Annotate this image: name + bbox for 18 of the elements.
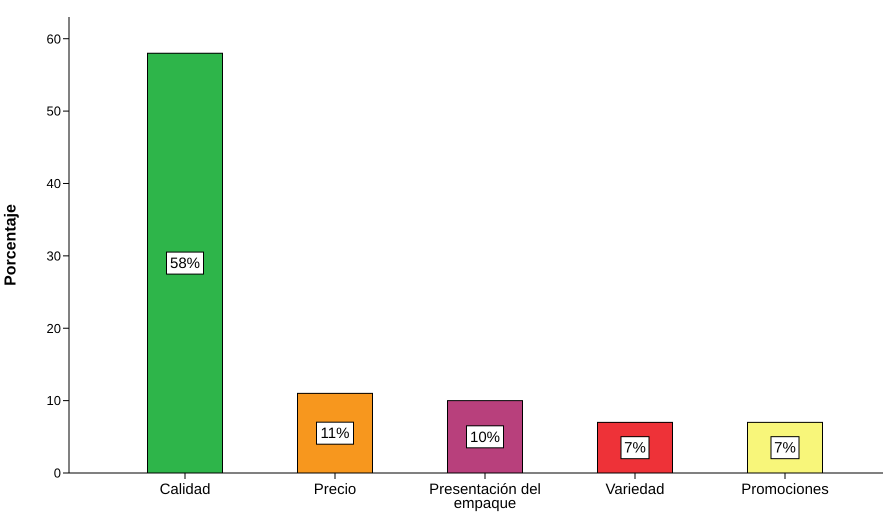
x-tick-label: Precio <box>314 481 356 498</box>
y-tick-label: 0 <box>54 466 61 481</box>
data-label: 10% <box>470 428 500 446</box>
y-tick-label: 40 <box>46 176 61 192</box>
y-axis-title: Porcentaje <box>2 204 20 286</box>
data-label: 11% <box>320 425 350 442</box>
y-tick-label: 20 <box>46 320 61 336</box>
x-tick-label: Presentación del empaque <box>429 481 541 512</box>
y-tick-label: 60 <box>46 31 61 46</box>
x-tick-label: Calidad <box>160 481 210 498</box>
data-label: 7% <box>624 440 646 457</box>
data-label: 58% <box>170 255 200 272</box>
x-tick-label: Variedad <box>606 481 664 498</box>
x-tick-label: Promociones <box>741 481 829 498</box>
y-tick-label: 10 <box>46 393 61 408</box>
y-tick-label: 50 <box>46 104 61 119</box>
data-label: 7% <box>774 440 796 457</box>
y-tick-label: 30 <box>46 248 61 264</box>
